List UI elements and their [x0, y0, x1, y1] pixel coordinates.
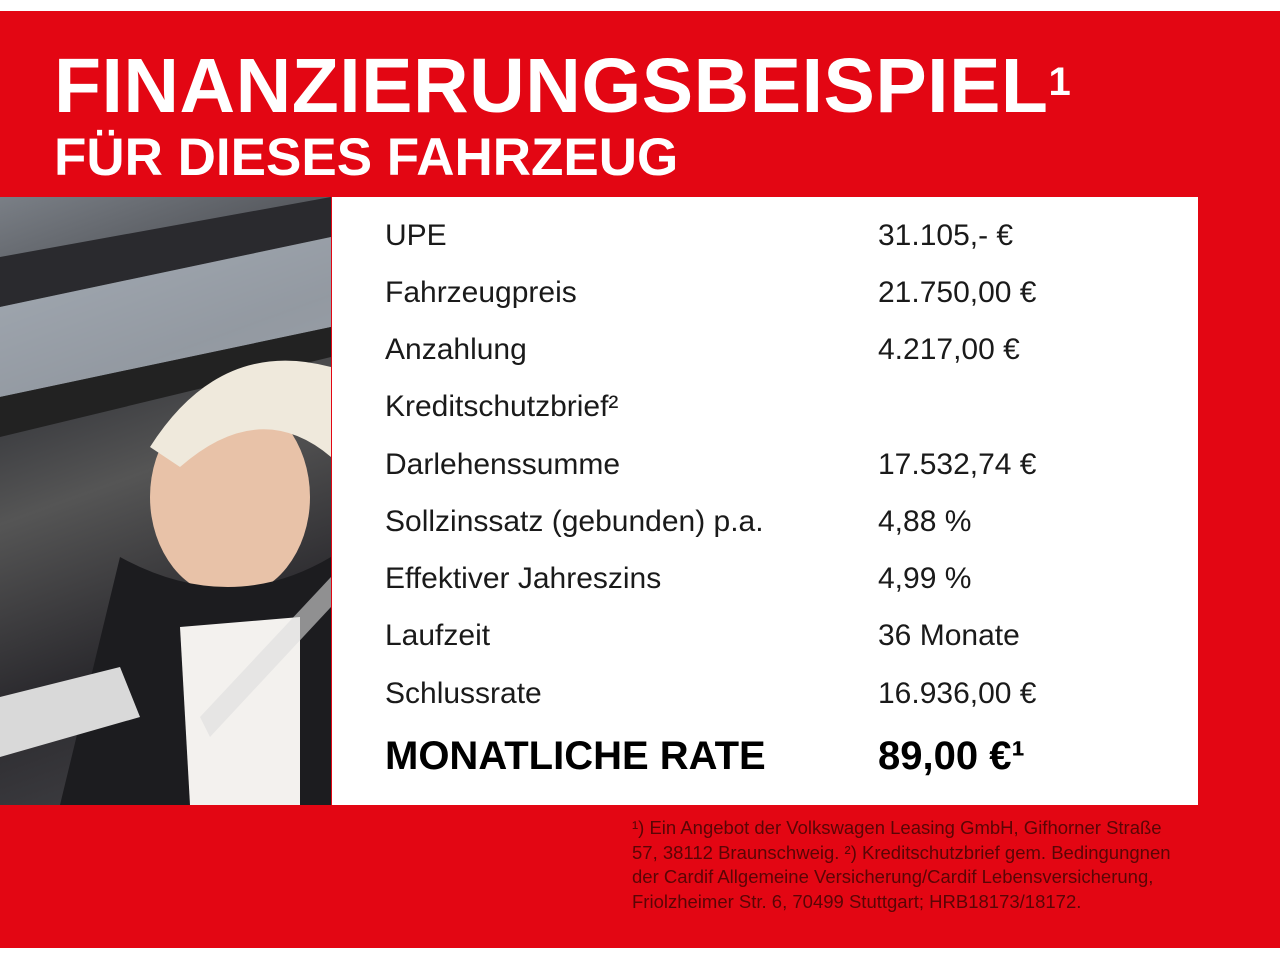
- table-row: Fahrzeugpreis 21.750,00 €: [385, 276, 1036, 310]
- row-value: 21.750,00 €: [878, 276, 1037, 309]
- row-value: 4,88 %: [878, 505, 972, 538]
- photo-illustration: [0, 197, 331, 805]
- table-row: Anzahlung 4.217,00 €: [385, 333, 1020, 367]
- subheadline: FÜR DIESES FAHRZEUG: [54, 128, 679, 187]
- row-value: 31.105,- €: [878, 219, 1014, 252]
- row-label: Anzahlung: [385, 333, 527, 366]
- monthly-rate-row: MONATLICHE RATE 89,00 €¹: [385, 734, 1025, 779]
- row-value: 16.936,00 €: [878, 677, 1037, 710]
- row-label: Kreditschutzbrief²: [385, 390, 619, 423]
- table-row: Sollzinssatz (gebunden) p.a. 4,88 %: [385, 505, 971, 539]
- financing-table: UPE 31.105,- € Fahrzeugpreis 21.750,00 € A…: [332, 197, 1198, 805]
- woman-in-car-photo: [0, 197, 331, 805]
- table-row: Effektiver Jahreszins 4,99 %: [385, 562, 971, 596]
- table-row: Laufzeit 36 Monate: [385, 619, 1020, 653]
- headline-text: FINANZIERUNGSBEISPIEL: [54, 43, 1049, 129]
- row-value: 36 Monate: [878, 619, 1020, 652]
- row-label: Sollzinssatz (gebunden) p.a.: [385, 505, 764, 538]
- row-label: Laufzeit: [385, 619, 491, 652]
- headline-footnote-mark: 1: [1048, 60, 1072, 104]
- row-value: 4,99 %: [878, 562, 972, 595]
- table-row: Kreditschutzbrief²: [385, 390, 618, 424]
- table-row: Schlussrate 16.936,00 €: [385, 677, 1036, 711]
- row-label: UPE: [385, 219, 447, 252]
- table-row: UPE 31.105,- €: [385, 219, 1013, 253]
- monthly-rate-label: MONATLICHE RATE: [385, 734, 766, 778]
- row-label: Fahrzeugpreis: [385, 276, 577, 309]
- row-label: Schlussrate: [385, 677, 542, 710]
- headline: FINANZIERUNGSBEISPIEL1: [54, 46, 1071, 126]
- row-label: Darlehenssumme: [385, 448, 621, 481]
- row-value: 4.217,00 €: [878, 333, 1020, 366]
- table-row: Darlehenssumme 17.532,74 €: [385, 448, 1036, 482]
- row-label: Effektiver Jahreszins: [385, 562, 662, 595]
- row-value: 17.532,74 €: [878, 448, 1037, 481]
- monthly-rate-value: 89,00 €¹: [878, 734, 1025, 778]
- footnote: ¹) Ein Angebot der Volkswagen Leasing Gm…: [632, 817, 1171, 912]
